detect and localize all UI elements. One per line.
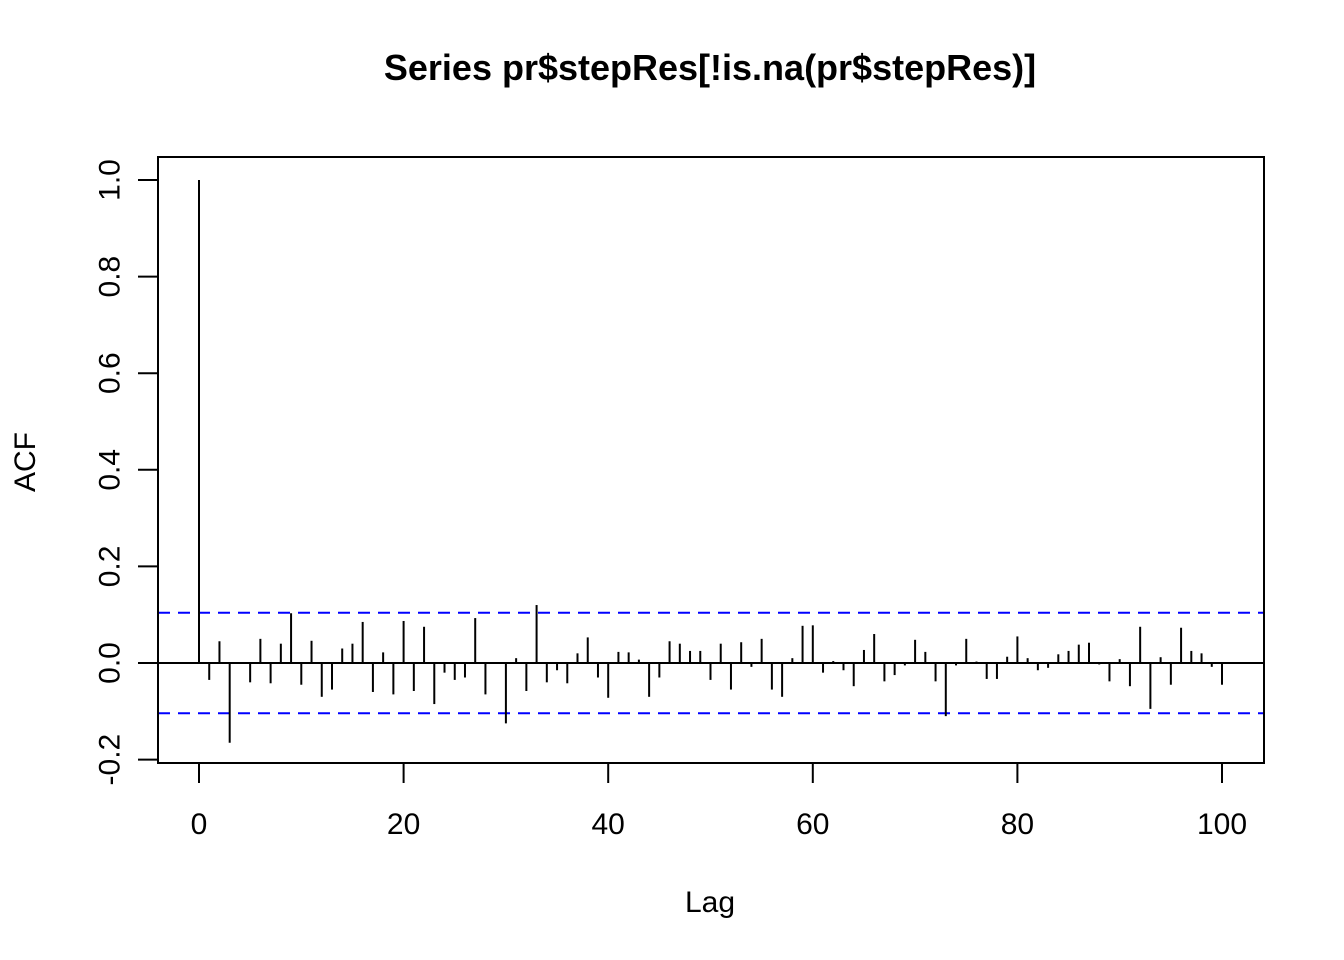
x-tick-label: 60	[796, 808, 829, 841]
x-tick-label: 80	[1001, 808, 1034, 841]
chart-title: Series pr$stepRes[!is.na(pr$stepRes)]	[384, 47, 1036, 88]
y-tick-label: 0.8	[94, 256, 127, 298]
x-tick-label: 40	[592, 808, 625, 841]
y-axis: -0.2 0.0 0.2 0.4 0.6 0.8 1.0	[94, 159, 159, 785]
plot-area	[158, 180, 1264, 743]
x-tick-label: 0	[191, 808, 208, 841]
y-tick-label: 0.2	[94, 546, 127, 588]
y-tick-label: -0.2	[94, 734, 127, 786]
y-tick-label: 0.0	[94, 642, 127, 684]
y-axis-label: ACF	[9, 432, 42, 492]
x-axis-label: Lag	[685, 886, 735, 919]
y-tick-label: 0.6	[94, 352, 127, 394]
x-tick-label: 100	[1197, 808, 1247, 841]
x-axis: 0 20 40 60 80 100	[191, 762, 1247, 841]
y-tick-label: 0.4	[94, 449, 127, 491]
y-tick-label: 1.0	[94, 159, 127, 201]
x-tick-label: 20	[387, 808, 420, 841]
